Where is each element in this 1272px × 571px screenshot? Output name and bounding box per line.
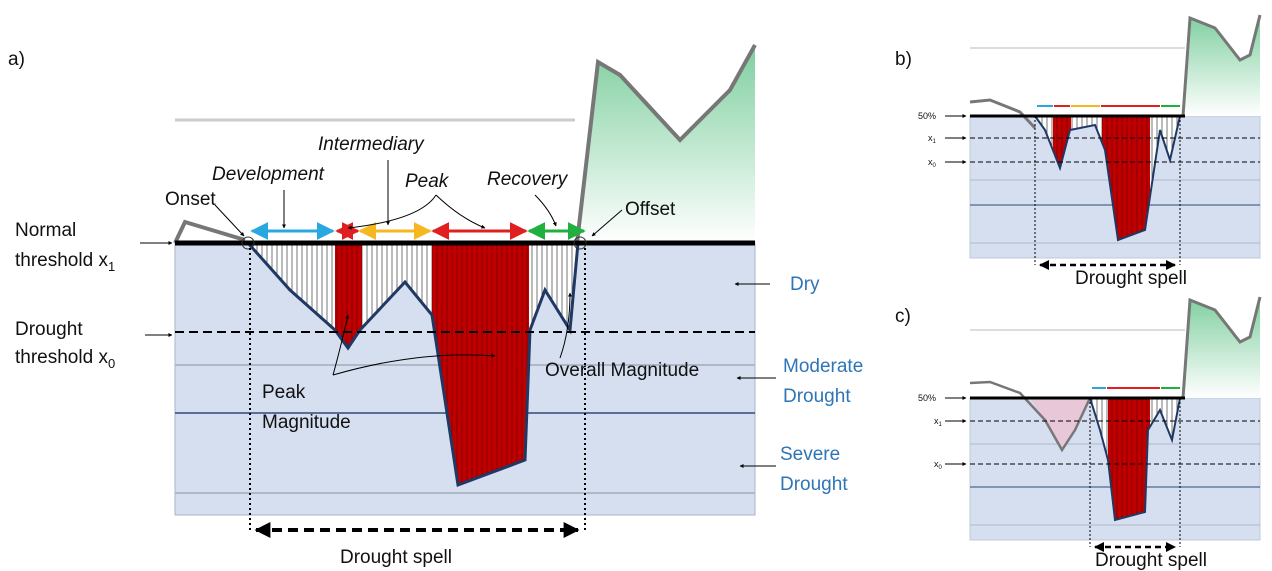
normal-threshold-label: Normal — [15, 220, 76, 241]
index-curve — [1034, 115, 1181, 242]
label-text: x — [928, 157, 933, 167]
wet-area — [577, 45, 755, 243]
label-text: threshold x — [15, 250, 108, 271]
x1-label: x1 — [934, 416, 943, 428]
class-label: Drought — [783, 386, 851, 407]
x1-label: x1 — [928, 133, 937, 145]
index-curve — [246, 242, 580, 488]
index-curve — [1181, 14, 1262, 117]
spell-label: Drought spell — [340, 547, 452, 568]
subscript: 1 — [108, 259, 115, 274]
label-text: x — [934, 459, 939, 469]
label-text: threshold x — [15, 347, 108, 368]
pointers — [140, 160, 776, 468]
panel-label: a) — [8, 49, 25, 70]
subscript: 1 — [933, 139, 937, 145]
index-curve — [1181, 296, 1262, 399]
magnitude-label: Magnitude — [262, 412, 351, 433]
phase-label: Peak — [405, 171, 450, 192]
phase-label: Recovery — [487, 169, 569, 190]
pointers — [945, 396, 967, 466]
level-label: 50% — [918, 111, 936, 121]
drought-threshold-label: Drought — [15, 319, 83, 340]
magnitude-label: Overall Magnitude — [545, 360, 699, 381]
subscript: 0 — [939, 465, 943, 471]
level-label: 50% — [918, 393, 936, 403]
spell-label: Drought spell — [1095, 550, 1207, 571]
phase-label: Intermediary — [318, 134, 425, 155]
panel-a: a) Normal threshold x1 Drought threshold… — [8, 44, 863, 568]
minor-deficit — [1030, 398, 1090, 450]
phase-label: Development — [212, 164, 325, 185]
drought-threshold-label: threshold x0 — [15, 347, 115, 371]
class-label: Severe — [780, 444, 840, 465]
label-text: x — [934, 416, 939, 426]
index-curve — [173, 219, 246, 244]
spell-label: Drought spell — [1075, 268, 1187, 289]
subscript: 1 — [939, 422, 943, 428]
wet-area — [1183, 15, 1260, 116]
panel-b: b) 50% x1 x0 Drought spell — [895, 14, 1262, 289]
phase-label: Onset — [165, 189, 216, 210]
class-label: Dry — [790, 274, 820, 295]
x0-label: x0 — [928, 157, 937, 169]
wet-area — [1183, 297, 1260, 398]
subscript: 0 — [933, 163, 937, 169]
onset-marker — [241, 236, 255, 250]
normal-threshold-label: threshold x1 — [15, 250, 115, 274]
index-curve — [575, 44, 757, 244]
index-curve — [1089, 397, 1181, 522]
x0-label: x0 — [934, 459, 943, 471]
class-label: Moderate — [783, 356, 863, 377]
panel-label: c) — [895, 306, 911, 327]
phase-label: Offset — [625, 199, 676, 220]
panel-label: b) — [895, 49, 912, 70]
subscript: 0 — [108, 356, 115, 371]
magnitude-label: Peak — [262, 382, 306, 403]
pointers — [945, 114, 967, 164]
panel-c: c) 50% x1 x0 Drought spell — [895, 296, 1262, 571]
class-label: Drought — [780, 474, 848, 495]
index-curve — [969, 98, 1037, 130]
index-curve — [969, 380, 1092, 453]
label-text: x — [928, 133, 933, 143]
